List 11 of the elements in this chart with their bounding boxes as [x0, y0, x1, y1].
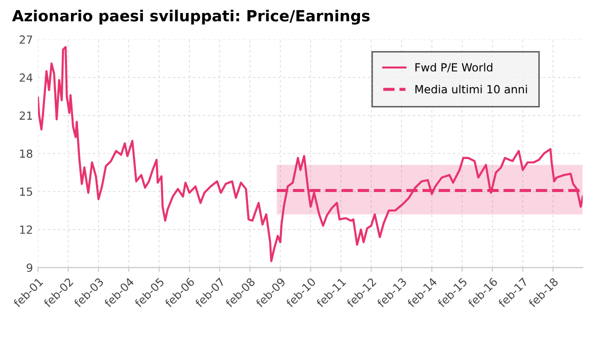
y-tick-label: 9 — [26, 264, 32, 272]
y-tick-label: 18 — [20, 149, 32, 158]
legend-label: Fwd P/E World — [415, 62, 492, 72]
y-tick-label: 21 — [20, 111, 32, 120]
line-series — [38, 46, 583, 262]
chart-title: Azionario paesi sviluppati: Price/Earnings — [12, 10, 370, 25]
legend-label: Media ultimi 10 anni — [415, 84, 527, 94]
y-tick-label: 27 — [20, 35, 32, 44]
y-tick-label: 15 — [20, 188, 32, 196]
y-tick-label: 24 — [20, 73, 32, 82]
y-tick-label: 12 — [20, 226, 32, 234]
